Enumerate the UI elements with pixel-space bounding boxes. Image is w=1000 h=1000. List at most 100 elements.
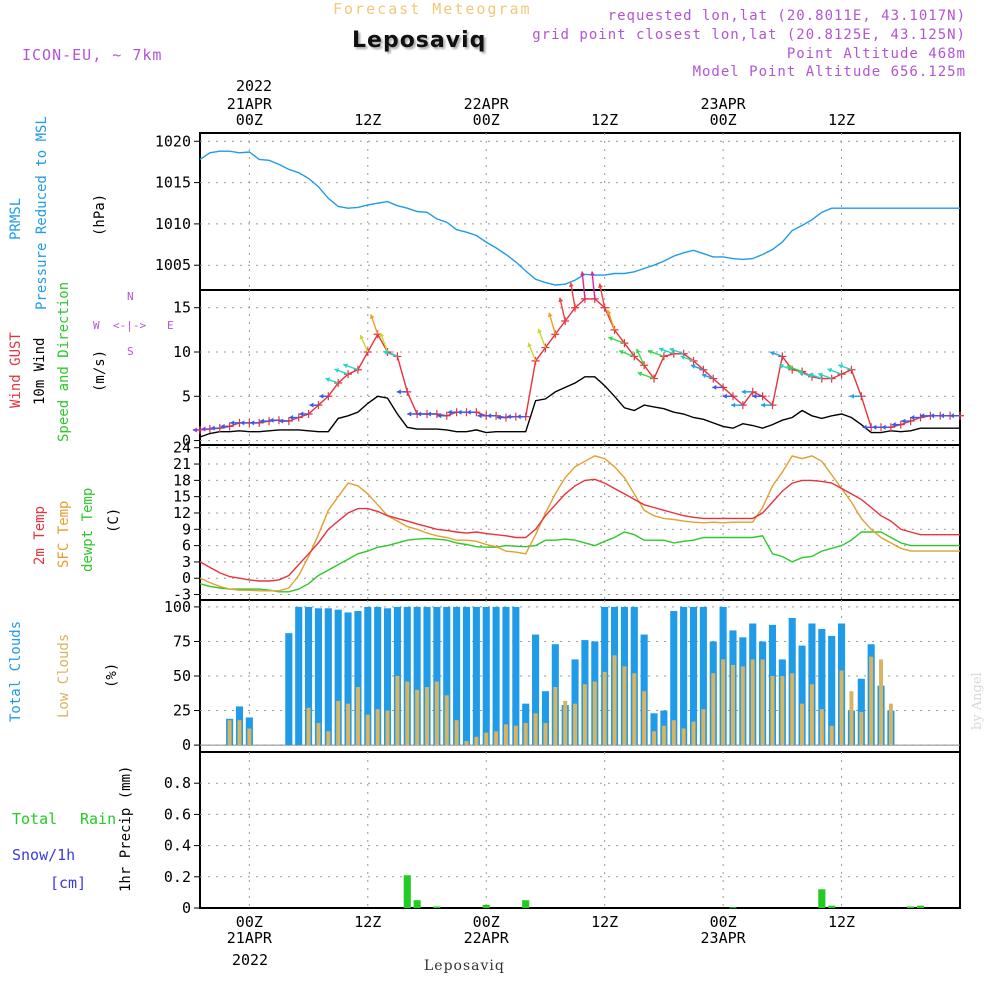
wind-arrow-head: [240, 420, 245, 426]
total-cloud-bar: [324, 608, 332, 746]
wind-arrow-head: [325, 377, 331, 383]
wind-arrow-head: [722, 393, 727, 399]
wind-arrow-head: [872, 424, 877, 430]
panel-frame: [199, 444, 961, 601]
low-cloud-bar: [533, 713, 538, 746]
compass-n: N: [127, 290, 134, 303]
low-cloud-bar: [365, 714, 370, 746]
rain-label: Rain: [80, 810, 117, 828]
sfctemp-label: SFC Temp: [56, 500, 72, 568]
wind-arrow-head: [547, 312, 553, 318]
y-tick-label: 21: [173, 455, 191, 473]
wind-arrow-head: [827, 368, 833, 373]
wind-arrow-head: [881, 424, 886, 430]
station-title: Leposaviq: [352, 28, 487, 53]
time-tick-hour: 12Z: [354, 913, 382, 931]
low-cloud-bar: [385, 710, 390, 746]
wind-arrow-head: [568, 282, 574, 287]
wind-arrow-head: [309, 402, 314, 408]
wind-arrow-head: [761, 402, 766, 408]
speed-dir-label: Speed and Direction: [56, 281, 72, 442]
total-cloud-bar: [403, 606, 411, 746]
wind-arrow-head: [901, 418, 906, 424]
gust-label: Wind GUST: [8, 332, 24, 408]
wind-arrow-head: [920, 413, 925, 419]
requested-coords: requested lon,lat (20.8011E, 43.1017N): [607, 8, 966, 24]
time-tick-hour: 00Z: [709, 111, 737, 129]
wind-arrow-head: [250, 420, 255, 426]
total-cloud-bar: [433, 606, 441, 746]
wind-arrow-head: [635, 348, 641, 354]
y-tick-label: 12: [173, 504, 191, 522]
low-cloud-bar: [316, 722, 321, 746]
low-cloud-bar: [602, 671, 607, 746]
compass-e: E: [167, 319, 174, 332]
y-tick-label: 15: [173, 299, 191, 317]
low-cloud-bar: [721, 659, 726, 746]
gust-marker: [334, 379, 343, 387]
gust-line: [199, 298, 960, 431]
time-tick-label: 22APR 00Z: [446, 96, 526, 128]
wind-speed-line: [199, 376, 960, 438]
low-cloud-bar: [661, 725, 666, 746]
time-tick-date: 21APR: [226, 95, 272, 113]
wind-arrow-head: [949, 413, 954, 419]
time-tick-hour: 00Z: [472, 913, 500, 931]
low-cloud-bar: [474, 736, 479, 746]
low-cloud-bar: [425, 687, 430, 746]
wind-arrow-head: [537, 328, 543, 334]
wind-arrow-head: [369, 314, 375, 320]
total-cloud-bar: [374, 606, 382, 746]
gust-marker: [620, 339, 629, 348]
wind-arrow-head: [201, 426, 206, 432]
wind-arrow-head: [669, 347, 675, 353]
y-tick-label: 9: [182, 520, 191, 538]
low-cloud-bar: [711, 673, 716, 746]
wind-arrow-head: [477, 413, 482, 419]
low-cloud-bar: [770, 676, 775, 746]
low-cloud-bar: [681, 728, 686, 746]
total-cloud-bar: [650, 713, 658, 746]
low-cloud-bar: [582, 684, 587, 746]
low-cloud-bar: [809, 684, 814, 746]
wind-arrow-head: [606, 310, 612, 315]
low-cloud-bar: [790, 673, 795, 746]
low-cloud-bar: [444, 695, 449, 746]
wind-arrow-head: [192, 427, 197, 433]
gust-marker: [847, 365, 856, 374]
wind-arrow-head: [659, 347, 664, 353]
low-cloud-bar: [879, 659, 884, 746]
wind-arrow-head: [527, 342, 533, 348]
footer-station: Leposaviq: [424, 958, 505, 974]
temp2m-label: 2m Temp: [32, 505, 48, 565]
low-cloud-bar: [819, 709, 824, 746]
low-cloud-bar: [839, 670, 844, 746]
total-cloud-bar: [423, 606, 431, 746]
rain-bar: [828, 905, 836, 908]
total-cloud-bar: [532, 634, 540, 746]
y-tick-label: 75: [173, 632, 191, 650]
total-cloud-bar: [364, 606, 372, 746]
total-cloud-bar: [640, 634, 648, 746]
low-cloud-bar: [395, 676, 400, 746]
wind-arrow-head: [786, 364, 792, 370]
wind-arrow-head: [779, 364, 784, 369]
low-cloud-bar: [869, 656, 874, 746]
time-tick-hour: 12Z: [591, 111, 619, 129]
rain-bar: [729, 907, 737, 909]
low-cloud-bar: [829, 725, 834, 746]
low-cloud-bar: [671, 720, 676, 746]
wind-arrow-head: [496, 415, 501, 421]
rain-bar: [403, 875, 411, 908]
time-tick-label: 12Z: [565, 112, 645, 128]
wind-arrow-head: [680, 355, 686, 360]
low-cloud-bar: [652, 731, 657, 746]
y-tick-label: 0.2: [164, 868, 191, 886]
gust-marker: [393, 352, 402, 361]
y-tick-label: 6: [182, 537, 191, 555]
totclouds-label: Total Clouds: [8, 620, 24, 722]
wind-arrow-head: [466, 409, 471, 415]
total-cloud-bar: [541, 691, 550, 746]
rain-bar: [907, 906, 915, 908]
